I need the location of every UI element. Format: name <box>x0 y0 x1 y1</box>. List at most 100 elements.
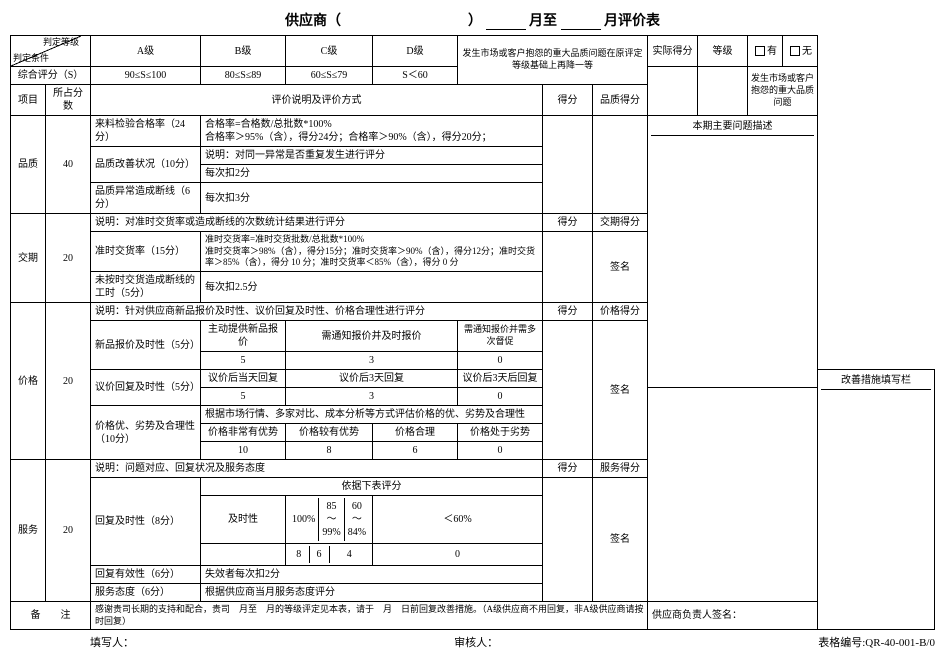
price-p1: 议价后当天回复 <box>201 370 286 388</box>
service-top: 说明：问题对应、回复状况及服务态度 <box>91 460 543 478</box>
action-column: 改善措施填写栏 <box>818 370 935 630</box>
quality-r2c: 每次扣2分 <box>201 165 543 183</box>
grade-label: 等级 <box>698 36 748 67</box>
price-sign: 签名 <box>593 321 648 460</box>
price-pv1: 5 <box>201 388 286 406</box>
price-q1: 价格非常有优势 <box>201 424 286 442</box>
price-q4: 价格处于劣势 <box>458 424 543 442</box>
delivery-score <box>543 232 593 303</box>
grade-c-header: C级 <box>286 36 373 67</box>
price-q3: 价格合理 <box>373 424 458 442</box>
issues-header: 本期主要问题描述 <box>648 116 818 388</box>
service-h3: 60～84% <box>344 498 369 541</box>
col-weight: 所占分数 <box>46 85 91 116</box>
delivery-top: 说明：对准时交货率或造成断线的次数统计结果进行评分 <box>91 214 543 232</box>
quality-r2b: 说明：对同一异常是否重复发生进行评分 <box>201 147 543 165</box>
price-qv4: 0 <box>458 442 543 460</box>
price-h2: 需通知报价并及时报价 <box>286 321 458 352</box>
quality-score <box>543 116 593 214</box>
right-note: 发生市场或客户抱怨的重大品质问题 <box>748 67 818 116</box>
actual-score-label: 实际得分 <box>648 36 698 67</box>
writer-label: 填写人： <box>90 634 134 650</box>
remark-row: 备 注 感谢贵司长期的支持和配合，贵司 月至 月的等级评定见本表，请于 月 日前… <box>11 602 935 630</box>
price-label: 价格 <box>11 303 46 460</box>
price-qv2: 8 <box>286 442 373 460</box>
price-p3: 议价后3天后回复 <box>458 370 543 388</box>
quality-weight: 40 <box>46 116 91 214</box>
quality-r1b: 合格率=合格数/总批数*100% 合格率＞95%（含），得分24分；合格率＞90… <box>201 116 543 147</box>
service-h1: 100% <box>289 498 319 541</box>
evaluation-table: 判定等级 判定条件 A级 B级 C级 D级 发生市场或客户抱怨的重大品质问题在原… <box>10 35 935 630</box>
service-v2: 6 <box>309 546 329 563</box>
delivery-score-h: 得分 <box>543 214 593 232</box>
delivery-weight: 20 <box>46 214 91 303</box>
service-blank <box>201 544 286 566</box>
footer: 填写人： 审核人： 表格编号:QR-40-001-B/0 <box>10 634 935 650</box>
price-pv2: 3 <box>286 388 458 406</box>
none-label: 无 <box>783 36 818 67</box>
price-score <box>543 321 593 460</box>
checker-label: 审核人： <box>454 634 498 650</box>
price-h1: 主动提供新品报价 <box>201 321 286 352</box>
quality-r3b: 每次扣3分 <box>201 183 543 214</box>
quality-rule: 发生市场或客户抱怨的重大品质问题在原评定等级基础上再降一等 <box>458 36 648 85</box>
price-top: 说明：针对供应商新品报价及时性、议价回复及时性、价格合理性进行评分 <box>91 303 543 321</box>
delivery-r1b: 准时交货率=准时交货批数/总批数*100% 准时交货率＞98%（含），得分15分… <box>201 232 543 272</box>
col-item: 项目 <box>11 85 46 116</box>
delivery-r1a: 准时交货率（15分） <box>91 232 201 272</box>
diagonal-header: 判定等级 判定条件 <box>11 36 81 66</box>
service-score <box>543 478 593 602</box>
price-score-h: 得分 <box>543 303 593 321</box>
quality-row-1: 品质 40 来料检验合格率（24分） 合格率=合格数/总批数*100% 合格率＞… <box>11 116 935 147</box>
price-pv3: 0 <box>458 388 543 406</box>
price-h3: 需通知报价并需多次督促 <box>458 321 543 352</box>
price-weight: 20 <box>46 303 91 460</box>
price-v2: 3 <box>286 352 458 370</box>
delivery-cat: 交期得分 <box>593 214 648 232</box>
grade-b-header: B级 <box>201 36 286 67</box>
price-r3a: 价格优、劣势及合理性（10分） <box>91 406 201 460</box>
service-weight: 20 <box>46 460 91 602</box>
service-r1a: 回复及时性（8分） <box>91 478 201 566</box>
col-score: 得分 <box>543 85 593 116</box>
grade-c-range: 60≤S≤79 <box>286 67 373 85</box>
delivery-sign: 签名 <box>593 232 648 303</box>
price-p2: 议价后3天回复 <box>286 370 458 388</box>
service-row-top: 服务 20 说明：问题对应、回复状况及服务态度 得分 服务得分 <box>11 460 935 478</box>
form-number: 表格编号:QR-40-001-B/0 <box>818 634 935 650</box>
price-qv3: 6 <box>373 442 458 460</box>
service-v3: 4 <box>329 546 369 563</box>
score-label: 综合评分（S） <box>11 67 91 85</box>
service-r2a: 回复有效性（6分） <box>91 566 201 584</box>
service-v4: 0 <box>373 544 543 566</box>
grade-cell <box>698 67 748 116</box>
service-sub: 依据下表评分 <box>201 478 543 496</box>
delivery-r2b: 每次扣2.5分 <box>201 272 543 303</box>
service-r3b: 根据供应商当月服务态度评分 <box>201 584 543 602</box>
price-r3b: 根据市场行情、多家对比、成本分析等方式评估价格的优、劣势及合理性 <box>201 406 543 424</box>
service-h2: 85～99% <box>319 498 344 541</box>
grade-d-header: D级 <box>373 36 458 67</box>
price-v1: 5 <box>201 352 286 370</box>
col-desc: 评价说明及评价方式 <box>91 85 543 116</box>
quality-r3a: 品质异常造成断线（6分） <box>91 183 201 214</box>
col-cat-score: 品质得分 <box>593 85 648 116</box>
price-q2: 价格较有优势 <box>286 424 373 442</box>
price-v3: 0 <box>458 352 543 370</box>
service-cat: 服务得分 <box>593 460 648 478</box>
delivery-label: 交期 <box>11 214 46 303</box>
actual-score-cell <box>648 67 698 116</box>
remark-label: 备 注 <box>11 602 91 630</box>
grade-a-range: 90≤S≤100 <box>91 67 201 85</box>
service-sign: 签名 <box>593 478 648 602</box>
price-r1a: 新品报价及时性（5分） <box>91 321 201 370</box>
grade-b-range: 80≤S≤89 <box>201 67 286 85</box>
price-r2a: 议价回复及时性（5分） <box>91 370 201 406</box>
quality-cat-score <box>593 116 648 214</box>
service-r2b: 失效者每次扣2分 <box>201 566 543 584</box>
grade-d-range: S＜60 <box>373 67 458 85</box>
service-v1: 8 <box>289 546 309 563</box>
service-h0: 及时性 <box>201 496 286 544</box>
service-score-h: 得分 <box>543 460 593 478</box>
header-row-1: 判定等级 判定条件 A级 B级 C级 D级 发生市场或客户抱怨的重大品质问题在原… <box>11 36 935 67</box>
